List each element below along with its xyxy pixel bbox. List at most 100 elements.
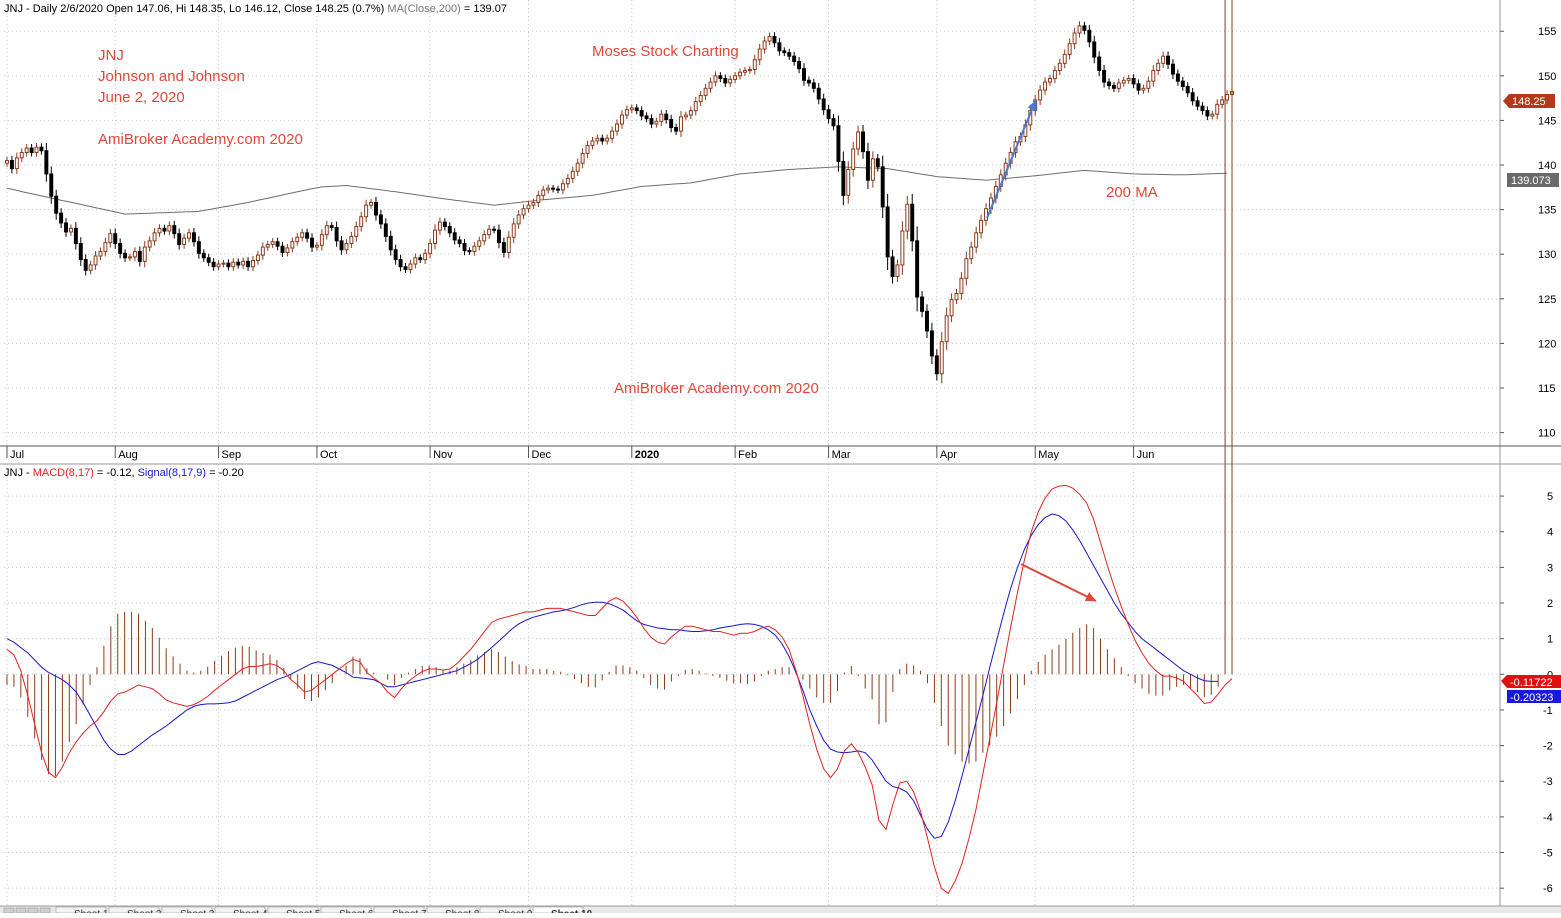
candle-body <box>565 177 570 185</box>
candle-body <box>290 241 295 249</box>
candle-body <box>49 173 54 197</box>
candle-body <box>1195 100 1200 107</box>
annotation-company: Johnson and Johnson <box>98 68 245 85</box>
x-tick-label: Dec <box>531 449 551 461</box>
candle-body <box>797 61 802 70</box>
candle-body <box>718 75 723 79</box>
candle-body <box>674 127 679 132</box>
candle-body <box>9 160 14 170</box>
candle-body <box>949 299 954 317</box>
candle-body <box>285 247 290 253</box>
candle-body <box>472 245 477 253</box>
candle-body <box>639 110 644 117</box>
candle-body <box>437 221 442 231</box>
candle-body <box>585 144 590 154</box>
macd-y-tick-label: 1 <box>1547 634 1553 646</box>
candle-body <box>1126 77 1131 81</box>
sheet-tab-label: Sheet 4 <box>233 909 268 913</box>
red-trend-arrow <box>1020 563 1097 602</box>
candle-body <box>5 160 9 164</box>
macd-tag-text: -0.11722 <box>1510 677 1553 689</box>
price-y-tick-label: 125 <box>1538 294 1556 306</box>
candle-body <box>831 118 836 127</box>
candle-body <box>128 256 132 259</box>
macd-title-macd: MACD(8,17) <box>33 467 94 479</box>
candle-body <box>836 125 841 162</box>
candle-body <box>1043 81 1048 91</box>
tab-scroll-button <box>39 907 51 914</box>
candle-body <box>24 147 29 154</box>
candle-body <box>39 146 44 152</box>
annotation-watermark-top: AmiBroker Academy.com 2020 <box>98 131 303 148</box>
x-tick-label: Sep <box>222 449 242 461</box>
candle-body <box>777 42 782 52</box>
candle-body <box>369 201 374 206</box>
candle-body <box>629 107 634 111</box>
candle-body <box>792 55 797 63</box>
candle-body <box>669 119 674 129</box>
macd-title-signal: Signal(8,17,9) <box>138 467 207 479</box>
candle-body <box>177 233 182 245</box>
overlay <box>986 99 1097 602</box>
signal-tag: -0.20323 <box>1507 690 1561 704</box>
price-y-tick-label: 120 <box>1538 338 1556 350</box>
candle-body <box>187 232 192 239</box>
candle-body <box>920 296 925 312</box>
candle-body <box>875 158 880 168</box>
candle-body <box>1215 103 1220 115</box>
x-tick-label: 2020 <box>635 449 659 461</box>
candle-body <box>324 225 329 236</box>
candle-body <box>615 123 620 132</box>
candle-body <box>590 140 595 146</box>
candle-body <box>378 214 383 225</box>
candle-body <box>280 245 285 253</box>
candle-body <box>295 236 300 243</box>
candles <box>5 21 1234 384</box>
annotation-watermark-bottom: AmiBroker Academy.com 2020 <box>614 380 819 397</box>
candle-body <box>78 243 83 261</box>
candle-body <box>679 116 683 132</box>
signal-tag-text: -0.20323 <box>1510 692 1553 704</box>
x-tick-label: May <box>1038 449 1059 461</box>
candle-body <box>1210 113 1215 117</box>
candle-body <box>147 240 152 248</box>
price-title-ma: MA(Close,200) <box>387 3 460 15</box>
candle-body <box>413 257 418 265</box>
candle-body <box>826 109 831 120</box>
macd-y-tick-label: -6 <box>1543 883 1553 895</box>
macd-title-prefix: JNJ - <box>4 467 33 479</box>
candle-body <box>29 147 34 154</box>
candle-body <box>664 113 669 121</box>
candle-body <box>137 251 142 262</box>
candle-body <box>880 166 885 208</box>
macd-y-tick-label: -5 <box>1543 848 1553 860</box>
candle-body <box>728 78 733 84</box>
candle-body <box>452 232 457 241</box>
signal-line <box>6 513 1219 839</box>
candle-body <box>275 241 280 247</box>
candle-body <box>1107 81 1111 87</box>
candle-body <box>433 229 437 245</box>
candle-body <box>398 259 403 268</box>
sheet-tab-label: Sheet 10 <box>551 909 593 913</box>
annotation-branding: Moses Stock Charting <box>592 43 739 60</box>
candle-body <box>226 262 231 268</box>
price-title-ma-value: = 139.07 <box>464 3 507 15</box>
candle-body <box>118 243 123 254</box>
candle-body <box>374 201 378 216</box>
candle-body <box>787 52 792 57</box>
macd-y-tick-label: 3 <box>1547 562 1553 574</box>
price-title-main: JNJ - Daily 2/6/2020 Open 147.06, Hi 148… <box>4 3 384 15</box>
candle-body <box>487 228 492 236</box>
price-y-tick-label: 155 <box>1538 26 1556 38</box>
candle-body <box>934 355 939 375</box>
macd-title-signal-value: = -0.20 <box>209 467 244 479</box>
candle-body <box>925 310 929 332</box>
candle-body <box>1161 55 1166 64</box>
candle-body <box>383 223 388 237</box>
candle-body <box>905 203 910 232</box>
candle-body <box>654 120 659 125</box>
candle-body <box>605 137 610 142</box>
